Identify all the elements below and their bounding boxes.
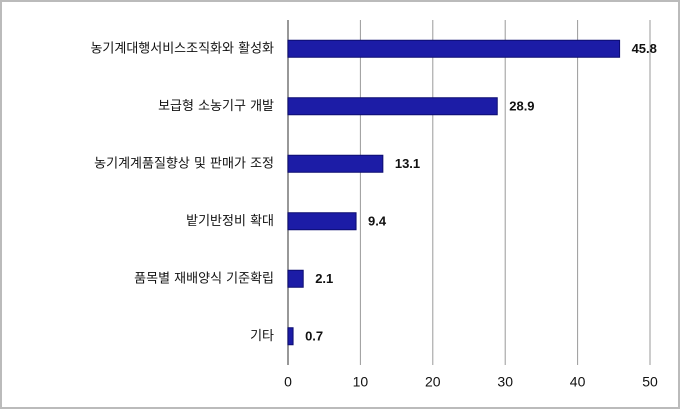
y-tick-label: 밭기반정비 확대 — [186, 214, 274, 229]
x-tick-label: 30 — [497, 374, 513, 390]
bar — [287, 39, 621, 58]
value-label: 9.4 — [368, 214, 387, 229]
value-label: 2.1 — [315, 271, 333, 286]
y-tick-label: 기타 — [250, 329, 274, 344]
value-label: 13.1 — [395, 156, 420, 171]
x-tick-label: 50 — [642, 374, 658, 390]
bar — [287, 97, 498, 116]
x-tick-label: 0 — [284, 374, 292, 390]
value-label: 45.8 — [632, 41, 657, 56]
y-tick-label: 농기계대행서비스조직화와 활성화 — [90, 40, 274, 56]
y-tick-label: 농기계계품질향상 및 판매가 조정 — [94, 156, 274, 171]
bar — [287, 212, 357, 231]
y-tick-label: 보급형 소농기구 개발 — [158, 99, 274, 114]
x-tick-label: 20 — [425, 374, 441, 390]
value-label: 28.9 — [509, 99, 534, 114]
bar — [287, 154, 384, 173]
x-tick-label: 10 — [353, 374, 369, 390]
bar — [287, 327, 294, 346]
y-tick-label: 품목별 재배양식 기준확립 — [134, 271, 274, 286]
value-label: 0.7 — [305, 329, 323, 344]
bar — [287, 269, 304, 288]
x-tick-label: 40 — [570, 374, 586, 390]
